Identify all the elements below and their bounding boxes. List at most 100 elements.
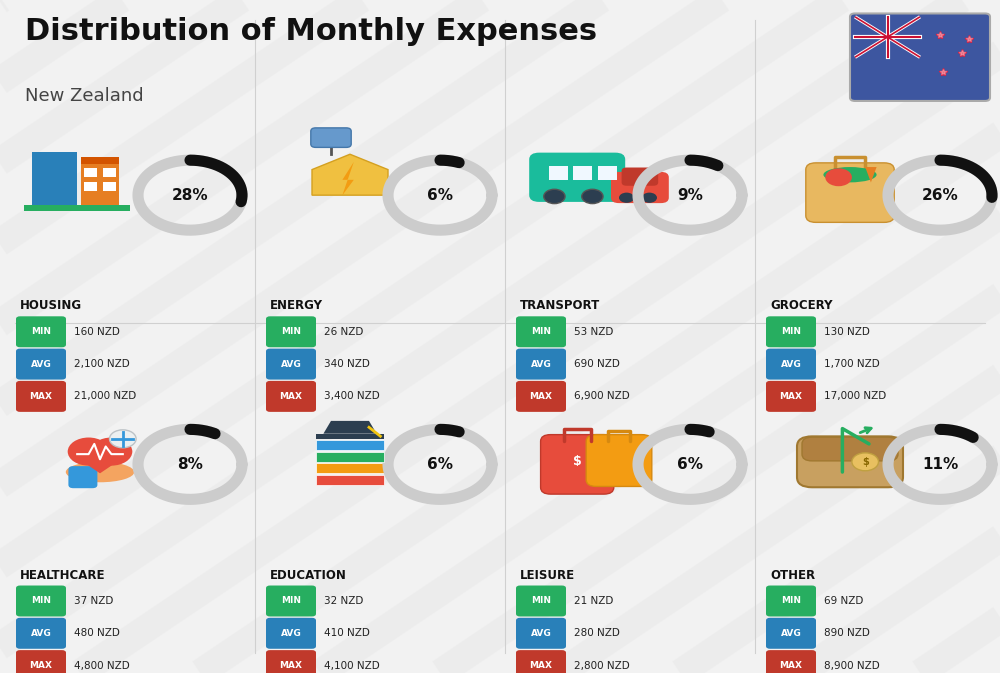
FancyBboxPatch shape [266,586,316,616]
FancyBboxPatch shape [586,435,652,487]
Text: 130 NZD: 130 NZD [824,327,870,336]
FancyBboxPatch shape [611,172,669,203]
Text: 8,900 NZD: 8,900 NZD [824,661,880,670]
FancyBboxPatch shape [797,436,903,487]
Polygon shape [68,452,132,473]
FancyBboxPatch shape [103,182,116,191]
Polygon shape [312,154,388,195]
FancyBboxPatch shape [850,13,990,101]
Text: 340 NZD: 340 NZD [324,359,370,369]
Text: $: $ [862,457,869,467]
Text: OTHER: OTHER [770,569,815,581]
FancyBboxPatch shape [529,153,625,202]
Text: 21 NZD: 21 NZD [574,596,613,606]
FancyBboxPatch shape [516,381,566,412]
FancyBboxPatch shape [316,474,384,485]
Text: Distribution of Monthly Expenses: Distribution of Monthly Expenses [25,17,597,46]
Circle shape [544,189,565,204]
Text: AVG: AVG [531,629,551,638]
Text: 11%: 11% [922,457,958,472]
Text: $: $ [573,456,582,468]
Ellipse shape [823,167,877,182]
FancyBboxPatch shape [516,349,566,380]
Text: 2,100 NZD: 2,100 NZD [74,359,130,369]
FancyBboxPatch shape [766,650,816,673]
Text: TRANSPORT: TRANSPORT [520,299,600,312]
Circle shape [619,192,634,203]
FancyBboxPatch shape [16,618,66,649]
Text: ENERGY: ENERGY [270,299,323,312]
Text: MAX: MAX [30,392,52,401]
Text: 280 NZD: 280 NZD [574,629,620,638]
FancyBboxPatch shape [16,586,66,616]
Text: 53 NZD: 53 NZD [574,327,613,336]
FancyBboxPatch shape [16,316,66,347]
Text: 28%: 28% [172,188,208,203]
FancyBboxPatch shape [598,166,617,180]
Text: 6%: 6% [427,188,453,203]
FancyBboxPatch shape [516,618,566,649]
Text: MIN: MIN [781,596,801,606]
FancyBboxPatch shape [549,166,568,180]
Text: 17,000 NZD: 17,000 NZD [824,392,886,401]
Polygon shape [323,421,377,433]
Text: MIN: MIN [31,327,51,336]
FancyBboxPatch shape [16,650,66,673]
FancyBboxPatch shape [622,168,658,186]
FancyBboxPatch shape [266,650,316,673]
Text: 480 NZD: 480 NZD [74,629,120,638]
Text: AVG: AVG [281,359,301,369]
Text: MAX: MAX [780,392,802,401]
Text: LEISURE: LEISURE [520,569,575,581]
Text: MAX: MAX [280,392,303,401]
Text: AVG: AVG [31,359,51,369]
FancyBboxPatch shape [766,349,816,380]
FancyBboxPatch shape [766,586,816,616]
Text: AVG: AVG [781,629,801,638]
Ellipse shape [66,462,134,483]
Text: HEALTHCARE: HEALTHCARE [20,569,106,581]
FancyBboxPatch shape [16,349,66,380]
Text: 6%: 6% [677,457,703,472]
Text: MAX: MAX [280,661,303,670]
FancyBboxPatch shape [311,128,351,147]
Text: 32 NZD: 32 NZD [324,596,363,606]
FancyBboxPatch shape [266,381,316,412]
FancyBboxPatch shape [16,381,66,412]
Text: MIN: MIN [781,327,801,336]
Text: 21,000 NZD: 21,000 NZD [74,392,136,401]
Text: AVG: AVG [31,629,51,638]
FancyBboxPatch shape [316,433,384,439]
Circle shape [852,453,878,471]
Text: 9%: 9% [677,188,703,203]
Text: 26%: 26% [922,188,958,203]
Text: 69 NZD: 69 NZD [824,596,863,606]
Text: 160 NZD: 160 NZD [74,327,120,336]
FancyBboxPatch shape [516,650,566,673]
Text: New Zealand: New Zealand [25,87,144,106]
FancyBboxPatch shape [766,381,816,412]
Polygon shape [865,167,877,182]
Text: MAX: MAX [780,661,802,670]
FancyBboxPatch shape [81,157,119,164]
Text: 3,400 NZD: 3,400 NZD [324,392,380,401]
Text: AVG: AVG [281,629,301,638]
Text: 6%: 6% [427,457,453,472]
Circle shape [90,437,132,466]
FancyBboxPatch shape [766,618,816,649]
Circle shape [110,430,136,448]
FancyBboxPatch shape [573,166,592,180]
Circle shape [582,189,603,204]
FancyBboxPatch shape [766,316,816,347]
Text: 4,800 NZD: 4,800 NZD [74,661,130,670]
FancyBboxPatch shape [316,452,384,462]
Text: 37 NZD: 37 NZD [74,596,113,606]
FancyBboxPatch shape [516,316,566,347]
Text: AVG: AVG [781,359,801,369]
Text: 890 NZD: 890 NZD [824,629,870,638]
FancyBboxPatch shape [266,618,316,649]
FancyBboxPatch shape [81,164,119,208]
FancyBboxPatch shape [32,151,77,208]
Text: MAX: MAX [530,661,552,670]
Circle shape [642,192,657,203]
